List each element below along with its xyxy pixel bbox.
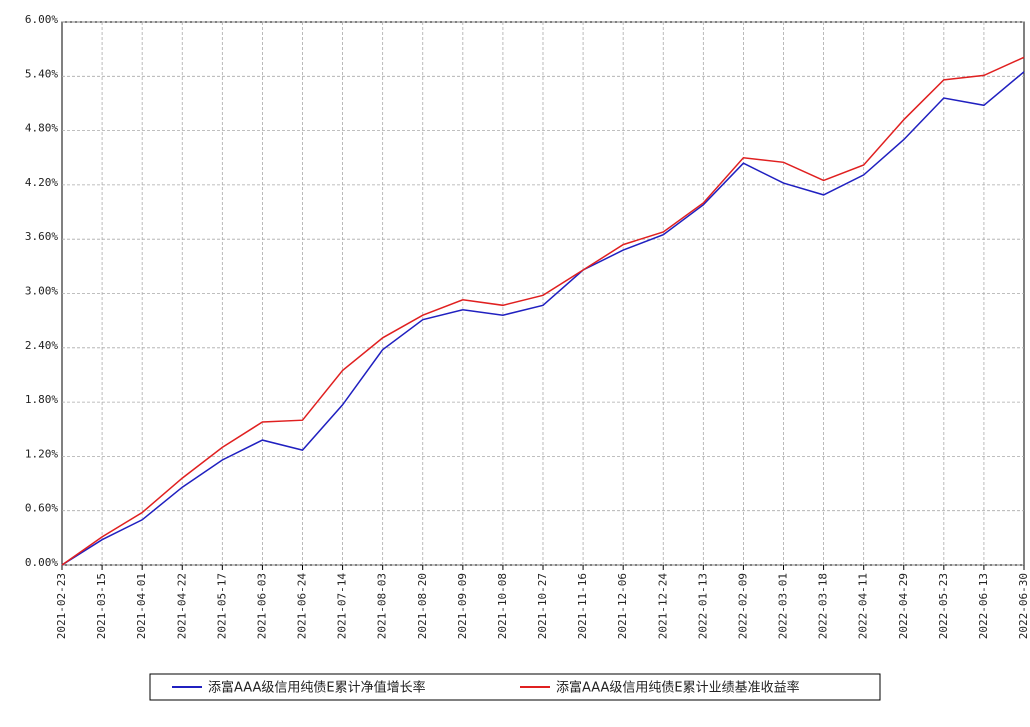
- x-tick-label: 2021-08-03: [376, 573, 389, 639]
- y-tick-label: 4.20%: [25, 176, 58, 189]
- y-tick-label: 3.00%: [25, 285, 58, 298]
- x-tick-label: 2022-06-13: [977, 573, 990, 639]
- x-tick-label: 2022-04-29: [897, 573, 910, 639]
- x-tick-label: 2021-06-03: [255, 573, 268, 639]
- x-tick-label: 2021-12-06: [616, 573, 629, 639]
- x-tick-label: 2022-01-13: [696, 573, 709, 639]
- x-tick-label: 2021-02-23: [55, 573, 68, 639]
- x-tick-label: 2021-10-27: [536, 573, 549, 639]
- legend-label: 添富AAA级信用纯债E累计净值增长率: [208, 680, 426, 696]
- y-tick-label: 1.20%: [25, 447, 58, 460]
- x-tick-label: 2022-02-09: [736, 573, 749, 639]
- x-tick-label: 2021-07-14: [336, 573, 349, 640]
- y-tick-label: 0.00%: [25, 556, 58, 569]
- series-line: [61, 56, 1025, 566]
- legend-label: 添富AAA级信用纯债E累计业绩基准收益率: [556, 680, 800, 696]
- y-tick-label: 2.40%: [25, 339, 58, 352]
- y-tick-label: 0.60%: [25, 502, 58, 515]
- x-tick-label: 2021-09-09: [456, 573, 469, 639]
- x-tick-label: 2021-08-20: [416, 573, 429, 639]
- x-tick-label: 2021-12-24: [656, 573, 669, 640]
- y-tick-label: 6.00%: [25, 13, 58, 26]
- y-tick-label: 3.60%: [25, 230, 58, 243]
- y-tick-label: 4.80%: [25, 122, 58, 135]
- x-tick-label: 2021-04-01: [135, 573, 148, 639]
- x-tick-label: 2022-05-23: [937, 573, 950, 639]
- x-tick-label: 2021-04-22: [175, 573, 188, 639]
- legend: 添富AAA级信用纯债E累计净值增长率 添富AAA级信用纯债E累计业绩基准收益率: [172, 680, 800, 696]
- series-line: [61, 71, 1025, 566]
- x-tick-label: 2021-06-24: [296, 573, 309, 640]
- x-tick-label: 2021-10-08: [496, 573, 509, 639]
- y-tick-label: 5.40%: [25, 67, 58, 80]
- x-tick-label: 2021-05-17: [215, 573, 228, 639]
- legend-box: [149, 673, 881, 701]
- x-tick-label: 2021-11-16: [576, 573, 589, 639]
- x-tick-label: 2022-04-11: [857, 573, 870, 639]
- x-tick-label: 2022-06-30: [1017, 573, 1030, 639]
- x-tick-label: 2021-03-15: [95, 573, 108, 639]
- x-tick-label: 2022-03-01: [777, 573, 790, 639]
- x-tick-label: 2022-03-18: [817, 573, 830, 639]
- y-tick-label: 1.80%: [25, 393, 58, 406]
